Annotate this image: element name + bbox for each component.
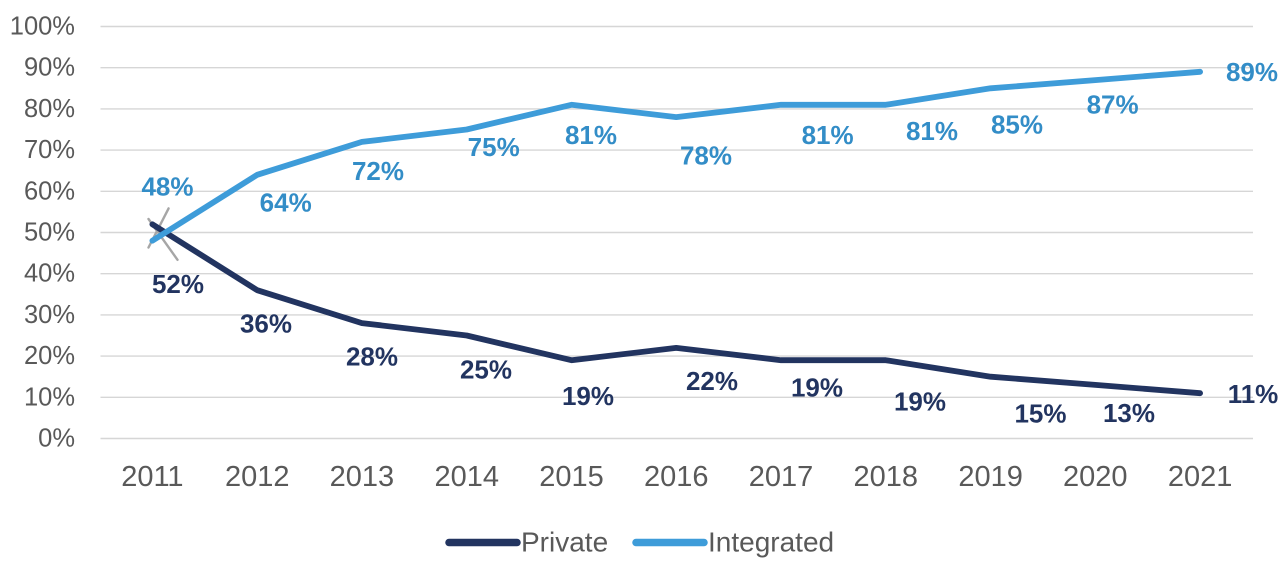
svg-text:48%: 48% [141, 171, 193, 201]
svg-text:11%: 11% [1228, 379, 1278, 409]
svg-text:2011: 2011 [121, 461, 183, 493]
svg-text:19%: 19% [791, 373, 843, 403]
svg-text:81%: 81% [802, 120, 854, 150]
svg-text:64%: 64% [260, 187, 312, 217]
svg-text:72%: 72% [352, 156, 404, 186]
svg-text:85%: 85% [991, 110, 1043, 140]
svg-text:50%: 50% [24, 219, 75, 247]
svg-text:13%: 13% [1103, 398, 1155, 428]
svg-text:70%: 70% [24, 136, 75, 164]
svg-text:2017: 2017 [749, 461, 814, 493]
svg-text:78%: 78% [680, 141, 732, 171]
svg-text:19%: 19% [894, 386, 946, 416]
svg-text:80%: 80% [24, 95, 75, 123]
svg-text:2016: 2016 [644, 461, 709, 493]
svg-text:2018: 2018 [854, 461, 919, 493]
svg-text:2014: 2014 [434, 461, 499, 493]
svg-text:2021: 2021 [1168, 461, 1233, 493]
svg-text:19%: 19% [562, 381, 614, 411]
svg-text:30%: 30% [24, 301, 75, 329]
svg-text:28%: 28% [346, 342, 398, 372]
svg-text:20%: 20% [24, 342, 75, 370]
svg-text:81%: 81% [565, 120, 617, 150]
svg-text:22%: 22% [686, 366, 738, 396]
svg-text:2015: 2015 [539, 461, 604, 493]
svg-text:40%: 40% [24, 260, 75, 288]
svg-text:87%: 87% [1087, 89, 1139, 119]
svg-text:75%: 75% [468, 132, 520, 162]
svg-text:10%: 10% [24, 383, 75, 411]
svg-text:15%: 15% [1014, 398, 1066, 428]
svg-text:60%: 60% [24, 177, 75, 205]
svg-text:2013: 2013 [330, 461, 395, 493]
svg-text:89%: 89% [1226, 57, 1278, 87]
svg-text:100%: 100% [10, 13, 75, 41]
svg-text:52%: 52% [152, 269, 204, 299]
svg-text:81%: 81% [906, 116, 958, 146]
svg-text:2020: 2020 [1063, 461, 1128, 493]
svg-text:Private: Private [521, 527, 608, 558]
svg-text:Integrated: Integrated [708, 527, 834, 558]
svg-text:90%: 90% [24, 54, 75, 82]
svg-text:2019: 2019 [958, 461, 1023, 493]
svg-text:0%: 0% [38, 425, 75, 453]
svg-text:36%: 36% [240, 309, 292, 339]
svg-text:25%: 25% [460, 354, 512, 384]
svg-text:2012: 2012 [225, 461, 290, 493]
